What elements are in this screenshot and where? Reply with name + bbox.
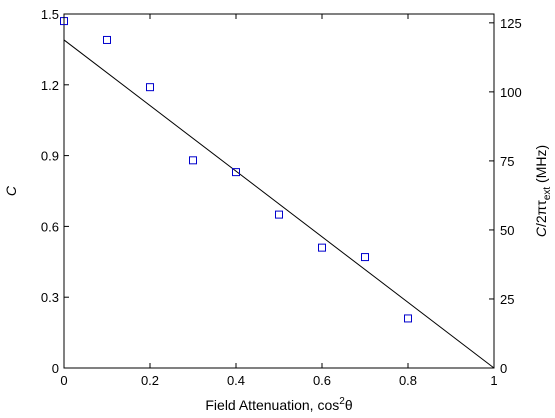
y-tick-label: 0.6 <box>41 219 59 234</box>
data-point <box>189 156 197 165</box>
y2-tick-label: 50 <box>500 223 514 238</box>
x-tick-label: 1 <box>490 373 497 388</box>
x-axis-label: Field Attenuation, cos2θ <box>205 396 352 413</box>
data-points-layer <box>60 17 412 323</box>
y2-tick-label: 0 <box>500 361 507 376</box>
y2-tick-label: 75 <box>500 154 514 169</box>
y2-tick-label: 100 <box>500 85 522 100</box>
data-point <box>146 83 154 92</box>
y-tick-label: 0.3 <box>41 290 59 305</box>
plot-area <box>63 13 495 369</box>
x-tick-label: 0.2 <box>141 373 159 388</box>
y-tick-label: 0.9 <box>41 149 59 164</box>
data-point <box>318 243 326 252</box>
x-tick-label: 0 <box>60 373 67 388</box>
data-point <box>103 35 111 44</box>
y2-tick-label: 125 <box>500 16 522 31</box>
ticks-layer: 0 0.2 0.4 0.6 0.8 100.30.60.91.21.50255075100… <box>41 7 522 388</box>
fit-line-layer <box>63 39 495 369</box>
y-tick-label: 1.5 <box>41 7 59 22</box>
y2-tick-label: 25 <box>500 292 514 307</box>
data-point <box>232 168 240 177</box>
x-tick-label: 0.6 <box>313 373 331 388</box>
y-axis-label: C <box>3 185 19 196</box>
data-point <box>361 253 369 262</box>
y-tick-label: 0 <box>52 361 59 376</box>
x-tick-label: 0.4 <box>227 373 245 388</box>
fit-line <box>63 39 495 369</box>
data-point <box>404 314 412 323</box>
data-point <box>275 210 283 219</box>
y2-axis-label: C/2πτext (MHz) <box>533 145 553 237</box>
y-tick-label: 1.2 <box>41 78 59 93</box>
x-tick-label: 0.8 <box>399 373 417 388</box>
